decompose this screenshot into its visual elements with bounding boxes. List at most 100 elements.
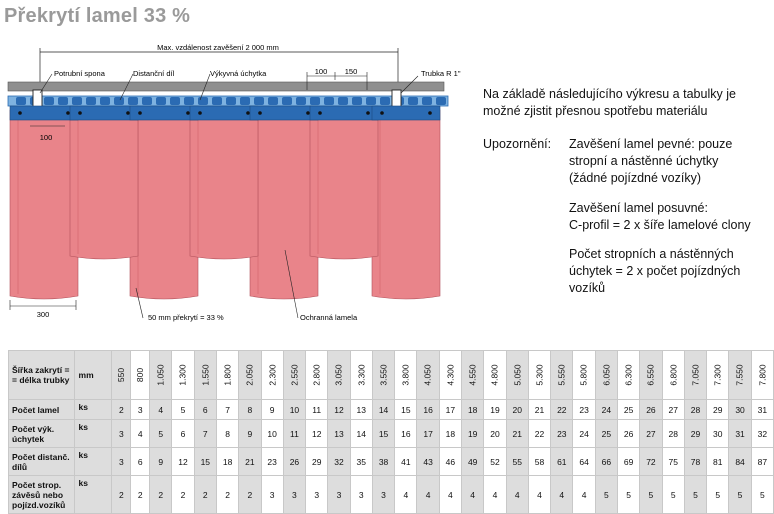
row-label: Počet lamel xyxy=(8,399,75,420)
table-cell: 9 xyxy=(149,447,173,476)
table-cell: 5 xyxy=(171,399,195,420)
table-cell: 58 xyxy=(527,447,552,476)
table-cell: 3 xyxy=(282,475,307,514)
distance-piece xyxy=(100,97,110,105)
table-cell: 16 xyxy=(394,419,418,448)
row-unit: ks xyxy=(73,399,113,420)
label-distancni-dil: Distanční díl xyxy=(133,69,175,78)
table-cell: 2 xyxy=(215,475,240,514)
table-cell: 4 xyxy=(149,399,173,420)
distance-piece xyxy=(422,97,432,105)
column-header: 4.300 xyxy=(438,350,463,400)
distance-piece xyxy=(128,97,138,105)
table-cell: 17 xyxy=(416,419,440,448)
column-header: 2.800 xyxy=(305,350,329,400)
warning-block-count: Počet stropních a nástěnných úchytek = 2… xyxy=(569,246,774,297)
distance-piece xyxy=(184,97,194,105)
table-cell: 3 xyxy=(349,475,373,514)
table-cell: 14 xyxy=(371,399,396,420)
table-cell: 13 xyxy=(327,419,351,448)
table-cell: 4 xyxy=(416,475,440,514)
table-cell: 5 xyxy=(706,475,730,514)
distance-piece xyxy=(296,97,306,105)
warning-line: stropní a nástěnné úchytky xyxy=(569,154,719,168)
distance-piece xyxy=(226,97,236,105)
table-cell: 14 xyxy=(349,419,373,448)
table-cell: 4 xyxy=(505,475,529,514)
table-cell: 15 xyxy=(394,399,418,420)
distance-piece xyxy=(408,97,418,105)
distance-piece xyxy=(338,97,348,105)
table-cell: 23 xyxy=(572,399,596,420)
table-cell: 6 xyxy=(171,419,195,448)
table-cell: 4 xyxy=(527,475,552,514)
distance-piece xyxy=(254,97,264,105)
table-cell: 15 xyxy=(371,419,396,448)
table-cell: 5 xyxy=(728,475,752,514)
table-cell: 31 xyxy=(750,399,774,420)
curtain-strip xyxy=(309,109,379,260)
table-cell: 5 xyxy=(616,475,641,514)
distance-piece xyxy=(16,97,26,105)
table-cell: 11 xyxy=(305,399,329,420)
curtain-strip xyxy=(249,109,319,300)
table-cell: 30 xyxy=(706,419,730,448)
table-cell: 28 xyxy=(661,419,685,448)
table-cell: 69 xyxy=(616,447,641,476)
column-header: 3.050 xyxy=(327,350,351,400)
table-cell: 66 xyxy=(594,447,619,476)
table-cell: 21 xyxy=(527,399,552,420)
table-cell: 5 xyxy=(750,475,774,514)
table-cell: 3 xyxy=(111,419,132,448)
column-header: 5.800 xyxy=(572,350,596,400)
column-header: 1.800 xyxy=(215,350,240,400)
column-header: 1.300 xyxy=(171,350,195,400)
warning-line: C-profil = 2 x šíře lamelové clony xyxy=(569,218,751,232)
table-cell: 29 xyxy=(683,419,708,448)
warning-line: úchytek = 2 x počet pojízdných xyxy=(569,264,741,278)
pipe xyxy=(7,81,445,92)
table-cell: 23 xyxy=(260,447,284,476)
column-header: 1.050 xyxy=(149,350,173,400)
table-cell: 15 xyxy=(193,447,217,476)
table-cell: 21 xyxy=(238,447,262,476)
table-cell: 25 xyxy=(616,399,641,420)
distance-piece xyxy=(268,97,278,105)
curtain-strip xyxy=(371,109,441,300)
label-trubka: Trubka R 1" xyxy=(421,69,461,78)
table-cell: 5 xyxy=(683,475,708,514)
table-cell: 52 xyxy=(483,447,507,476)
table-cell: 2 xyxy=(149,475,173,514)
curtain-strip xyxy=(189,109,259,260)
table-cell: 5 xyxy=(639,475,663,514)
label-vykyvna-uchytka: Výkyvná úchytka xyxy=(210,69,267,78)
warning-block-fixed: Zavěšení lamel pevné: pouze stropní a ná… xyxy=(569,136,774,187)
table-cell: 22 xyxy=(527,419,552,448)
label-ochranna-lamela: Ochranná lamela xyxy=(300,313,358,322)
label-potrubni-spona: Potrubní spona xyxy=(54,69,106,78)
table-cell: 20 xyxy=(483,419,507,448)
table-cell: 75 xyxy=(661,447,685,476)
column-header: 3.300 xyxy=(349,350,373,400)
table-cell: 5 xyxy=(149,419,173,448)
table-cell: 13 xyxy=(349,399,373,420)
dim-300: 300 xyxy=(37,310,50,319)
table-cell: 8 xyxy=(238,399,262,420)
column-header: 6.300 xyxy=(616,350,641,400)
table-cell: 26 xyxy=(639,399,663,420)
row-label: Počet strop. závěsů nebo pojízd.vozíků xyxy=(8,475,75,514)
table-cell: 16 xyxy=(416,399,440,420)
table-cell: 26 xyxy=(282,447,307,476)
row-label: Počet distanč. dílů xyxy=(8,447,75,476)
warning-line: Počet stropních a nástěnných xyxy=(569,247,734,261)
curtain-overlap-diagram: Max. vzdálenost zavěšení 2 000 mm Potrub… xyxy=(7,43,461,322)
table-cell: 46 xyxy=(438,447,463,476)
table-cell: 19 xyxy=(461,419,485,448)
column-header: 7.300 xyxy=(706,350,730,400)
column-header: 800 xyxy=(130,350,151,400)
column-header: 7.800 xyxy=(750,350,774,400)
table-cell: 26 xyxy=(616,419,641,448)
column-header: 3.550 xyxy=(371,350,396,400)
table-cell: 3 xyxy=(130,399,151,420)
dim-150: 150 xyxy=(345,67,358,76)
